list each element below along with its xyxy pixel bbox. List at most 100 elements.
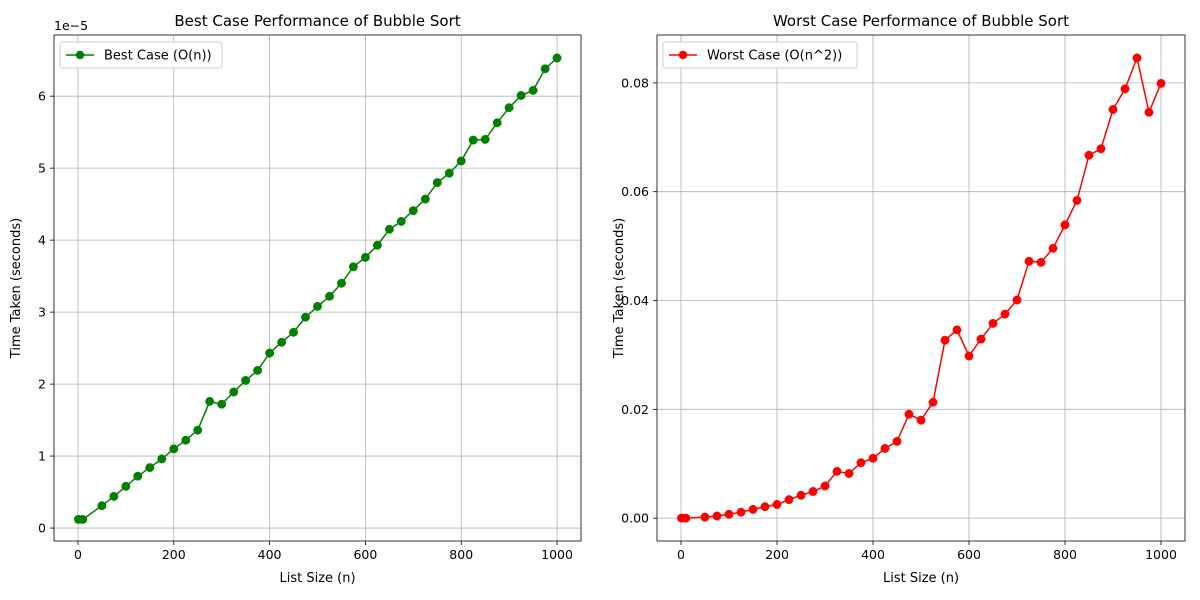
data-point bbox=[940, 335, 950, 345]
chart-panel-1: 0 200 400 600 800 1000 0 1 2 3 4 5 6 1e−5 Best Case Pe… bbox=[9, 12, 582, 586]
data-point bbox=[337, 278, 346, 288]
y-tick-label: 6 bbox=[38, 89, 46, 104]
data-point bbox=[313, 301, 322, 311]
x-tick-label: 800 bbox=[449, 547, 473, 562]
data-point bbox=[157, 454, 167, 464]
data-point bbox=[181, 435, 191, 445]
data-point bbox=[1048, 243, 1058, 253]
y-tick-label: 0.08 bbox=[621, 75, 649, 90]
data-point bbox=[348, 262, 358, 272]
data-point bbox=[1060, 220, 1070, 230]
data-point bbox=[456, 156, 466, 166]
data-point bbox=[444, 168, 454, 178]
x-axis-label: List Size (n) bbox=[883, 571, 959, 586]
data-point bbox=[528, 85, 538, 95]
data-point bbox=[277, 337, 287, 347]
data-point bbox=[952, 325, 962, 335]
axes-frame bbox=[53, 34, 582, 542]
data-point bbox=[492, 118, 502, 128]
y-tick-label: 3 bbox=[38, 305, 46, 320]
data-point bbox=[420, 194, 430, 204]
x-tick-label: 400 bbox=[861, 547, 885, 562]
data-point bbox=[396, 216, 406, 226]
data-point bbox=[468, 135, 478, 145]
data-point bbox=[384, 224, 394, 234]
legend-label: Best Case (O(n)) bbox=[104, 49, 212, 64]
data-point bbox=[1144, 107, 1154, 117]
data-point bbox=[916, 415, 926, 425]
data-point bbox=[432, 178, 442, 188]
data-point bbox=[133, 471, 143, 481]
x-tick-label: 800 bbox=[1053, 547, 1077, 562]
data-point bbox=[964, 351, 974, 361]
data-point bbox=[217, 399, 227, 409]
y-axis-label: Time Taken (seconds) bbox=[9, 218, 24, 359]
data-point bbox=[988, 318, 998, 328]
data-point bbox=[724, 509, 734, 519]
y-offset-label: 1e−5 bbox=[54, 18, 88, 33]
data-point bbox=[109, 491, 119, 501]
chart-panel-2: 0 200 400 600 800 1000 0.00 0.02 0.04 0.06 0.08 Wor… bbox=[612, 12, 1186, 586]
y-tick-label: 0.00 bbox=[621, 511, 649, 526]
data-point bbox=[681, 513, 691, 523]
data-point bbox=[289, 327, 298, 337]
x-tick-label: 600 bbox=[353, 547, 377, 562]
y-tick-label: 0.04 bbox=[621, 293, 649, 308]
x-tick-label: 400 bbox=[258, 547, 282, 562]
data-point bbox=[516, 91, 526, 100]
x-tick-label: 1000 bbox=[541, 547, 573, 562]
x-tick-label: 0 bbox=[677, 547, 685, 562]
data-point bbox=[796, 490, 806, 500]
y-tick-label: 2 bbox=[38, 377, 46, 392]
data-point bbox=[1000, 309, 1010, 319]
data-point bbox=[325, 291, 334, 301]
y-tick-label: 0.02 bbox=[621, 402, 649, 417]
y-tick-label: 4 bbox=[38, 233, 46, 248]
data-point bbox=[205, 396, 215, 406]
data-point bbox=[856, 458, 866, 468]
data-point bbox=[892, 436, 902, 446]
data-point bbox=[868, 453, 878, 463]
series-line bbox=[681, 55, 1162, 519]
data-point bbox=[253, 365, 263, 375]
data-point bbox=[700, 512, 710, 522]
data-point bbox=[372, 240, 382, 250]
data-point bbox=[808, 487, 818, 496]
data-point bbox=[1072, 195, 1082, 205]
data-point bbox=[1036, 257, 1046, 267]
data-point bbox=[97, 501, 107, 511]
y-axis-label: Time Taken (seconds) bbox=[612, 218, 627, 359]
x-tick-label: 0 bbox=[74, 547, 82, 562]
series-line bbox=[78, 57, 558, 521]
data-point bbox=[1096, 144, 1106, 154]
data-point bbox=[540, 64, 550, 74]
data-point bbox=[121, 481, 131, 491]
chart-title: Worst Case Performance of Bubble Sort bbox=[773, 12, 1069, 30]
data-point bbox=[169, 444, 179, 454]
legend-label: Worst Case (O(n^2)) bbox=[707, 49, 842, 64]
data-point bbox=[760, 502, 770, 512]
x-tick-label: 200 bbox=[162, 547, 186, 562]
y-tick-label: 1 bbox=[38, 449, 46, 464]
data-point bbox=[820, 481, 830, 491]
y-tick-label: 5 bbox=[38, 161, 46, 176]
data-point bbox=[145, 463, 155, 473]
legend-box bbox=[662, 41, 858, 69]
data-point bbox=[408, 206, 418, 216]
data-point bbox=[736, 507, 746, 517]
y-tick-label: 0.06 bbox=[621, 184, 649, 199]
axes-frame bbox=[656, 34, 1186, 542]
data-point bbox=[1084, 150, 1094, 160]
x-axis-label: List Size (n) bbox=[279, 571, 355, 586]
x-tick-label: 200 bbox=[765, 547, 789, 562]
data-point bbox=[552, 53, 562, 63]
data-point bbox=[360, 252, 370, 262]
legend-box bbox=[59, 41, 223, 69]
data-point bbox=[832, 466, 842, 476]
data-point bbox=[904, 409, 914, 419]
data-point bbox=[748, 504, 758, 514]
data-point bbox=[1120, 84, 1130, 94]
data-point bbox=[301, 312, 310, 322]
data-point bbox=[480, 134, 490, 144]
